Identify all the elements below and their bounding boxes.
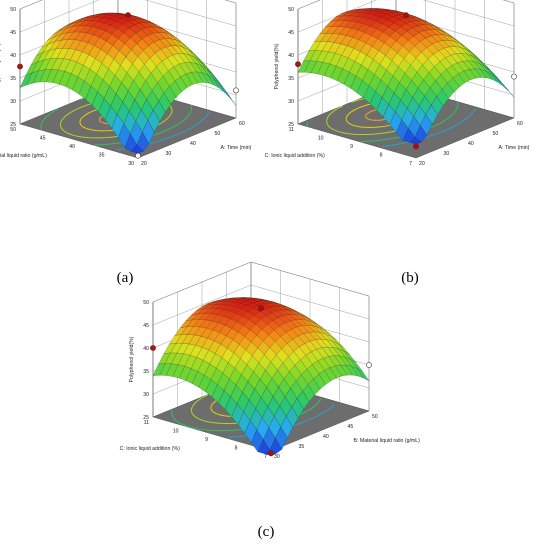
x-tick-label: 60 [239,121,245,127]
z-tick-label: 50 [10,7,16,13]
y-tick-label: 10 [318,136,324,142]
x-axis-title: B: Material liquid ratio (g/mL) [354,438,421,444]
panel-2: 25 30 35 40 45 50 Polyphenol yield(%) 30 35 40 45 5… [120,261,421,460]
y-tick-label: 50 [10,127,16,133]
x-tick-label: 50 [372,414,378,420]
y-tick-label: 11 [144,420,149,426]
x-tick-label: 40 [190,141,196,147]
z-tick-label: 25 [10,122,16,128]
z-tick-label: 50 [288,7,294,13]
surface-facet [409,137,422,145]
x-tick-label: 20 [141,161,147,167]
design-point [135,152,141,159]
z-tick-label: 45 [10,30,16,36]
x-tick-label: 30 [274,454,280,460]
z-tick-label: 40 [143,346,149,352]
x-tick-label: 60 [517,121,523,127]
contour-line [40,108,59,130]
y-tick-label: 35 [99,153,105,159]
design-point [366,362,372,368]
y-tick-label: 8 [235,446,238,452]
x-tick-label: 45 [348,424,354,430]
z-axis-title: Polyphenol yield(%) [129,336,135,382]
x-tick-label: 30 [444,151,450,157]
panel-label: (c) [258,524,275,540]
x-tick-label: 30 [166,151,172,157]
y-tick-label: 45 [40,136,46,142]
contour-line [94,105,193,146]
z-gridline [19,0,237,33]
y-tick-label: 7 [264,454,267,460]
x-tick-label: 50 [493,131,499,137]
x-tick-label: 20 [419,161,425,167]
y-tick-label: 8 [380,153,383,159]
y-axis-title: B: Material liquid ratio (g/mL) [0,153,47,159]
z-tick-label: 45 [288,30,294,36]
design-point [258,305,264,312]
y-axis-title: C: Ionic liquid addition (%) [265,153,326,159]
z-tick-label: 30 [288,99,294,105]
y-tick-label: 7 [409,161,412,167]
y-tick-label: 9 [350,144,353,150]
panel-label: (b) [401,270,419,286]
panel-0: 25 30 35 40 45 50 Polyphenol yield(%) 20 30 40 50 6… [0,0,252,167]
y-axis-title: C: Ionic liquid addition (%) [120,446,181,452]
design-point [233,87,239,94]
z-tick-label: 35 [10,76,16,82]
design-point [125,12,131,19]
x-axis-title: A: Time (min) [499,145,530,151]
z-tick-label: 35 [143,369,149,375]
contour-line [382,108,476,148]
x-tick-label: 50 [215,131,221,137]
z-tick-label: 30 [10,99,16,105]
panel-1: 25 30 35 40 45 50 Polyphenol yield(%) 20 30 40 50 6… [265,0,530,167]
z-axis-title: Polyphenol yield(%) [0,43,2,89]
x-tick-label: 35 [299,444,305,450]
x-tick-label: 40 [323,434,329,440]
design-point [511,73,517,80]
z-gridline [297,0,515,33]
y-tick-label: 11 [289,127,294,133]
design-point [413,143,419,150]
z-tick-label: 45 [143,323,149,329]
design-point [403,12,409,19]
surface-facet [131,144,144,154]
z-tick-label: 40 [10,53,16,59]
z-axis-title: Polyphenol yield(%) [274,43,280,89]
z-tick-label: 35 [288,76,294,82]
z-tick-label: 25 [143,415,149,421]
x-tick-label: 40 [468,141,474,147]
z-tick-label: 50 [143,300,149,306]
x-axis-title: A: Time (min) [221,145,252,151]
y-tick-label: 10 [173,429,179,435]
y-tick-label: 40 [69,144,75,150]
design-point [268,450,274,457]
z-tick-label: 30 [143,392,149,398]
z-tick-label: 25 [288,122,294,128]
y-tick-label: 9 [205,437,208,443]
z-tick-label: 40 [288,53,294,59]
contour-line [171,398,322,432]
y-tick-label: 30 [128,161,134,167]
panel-label: (a) [117,270,134,286]
